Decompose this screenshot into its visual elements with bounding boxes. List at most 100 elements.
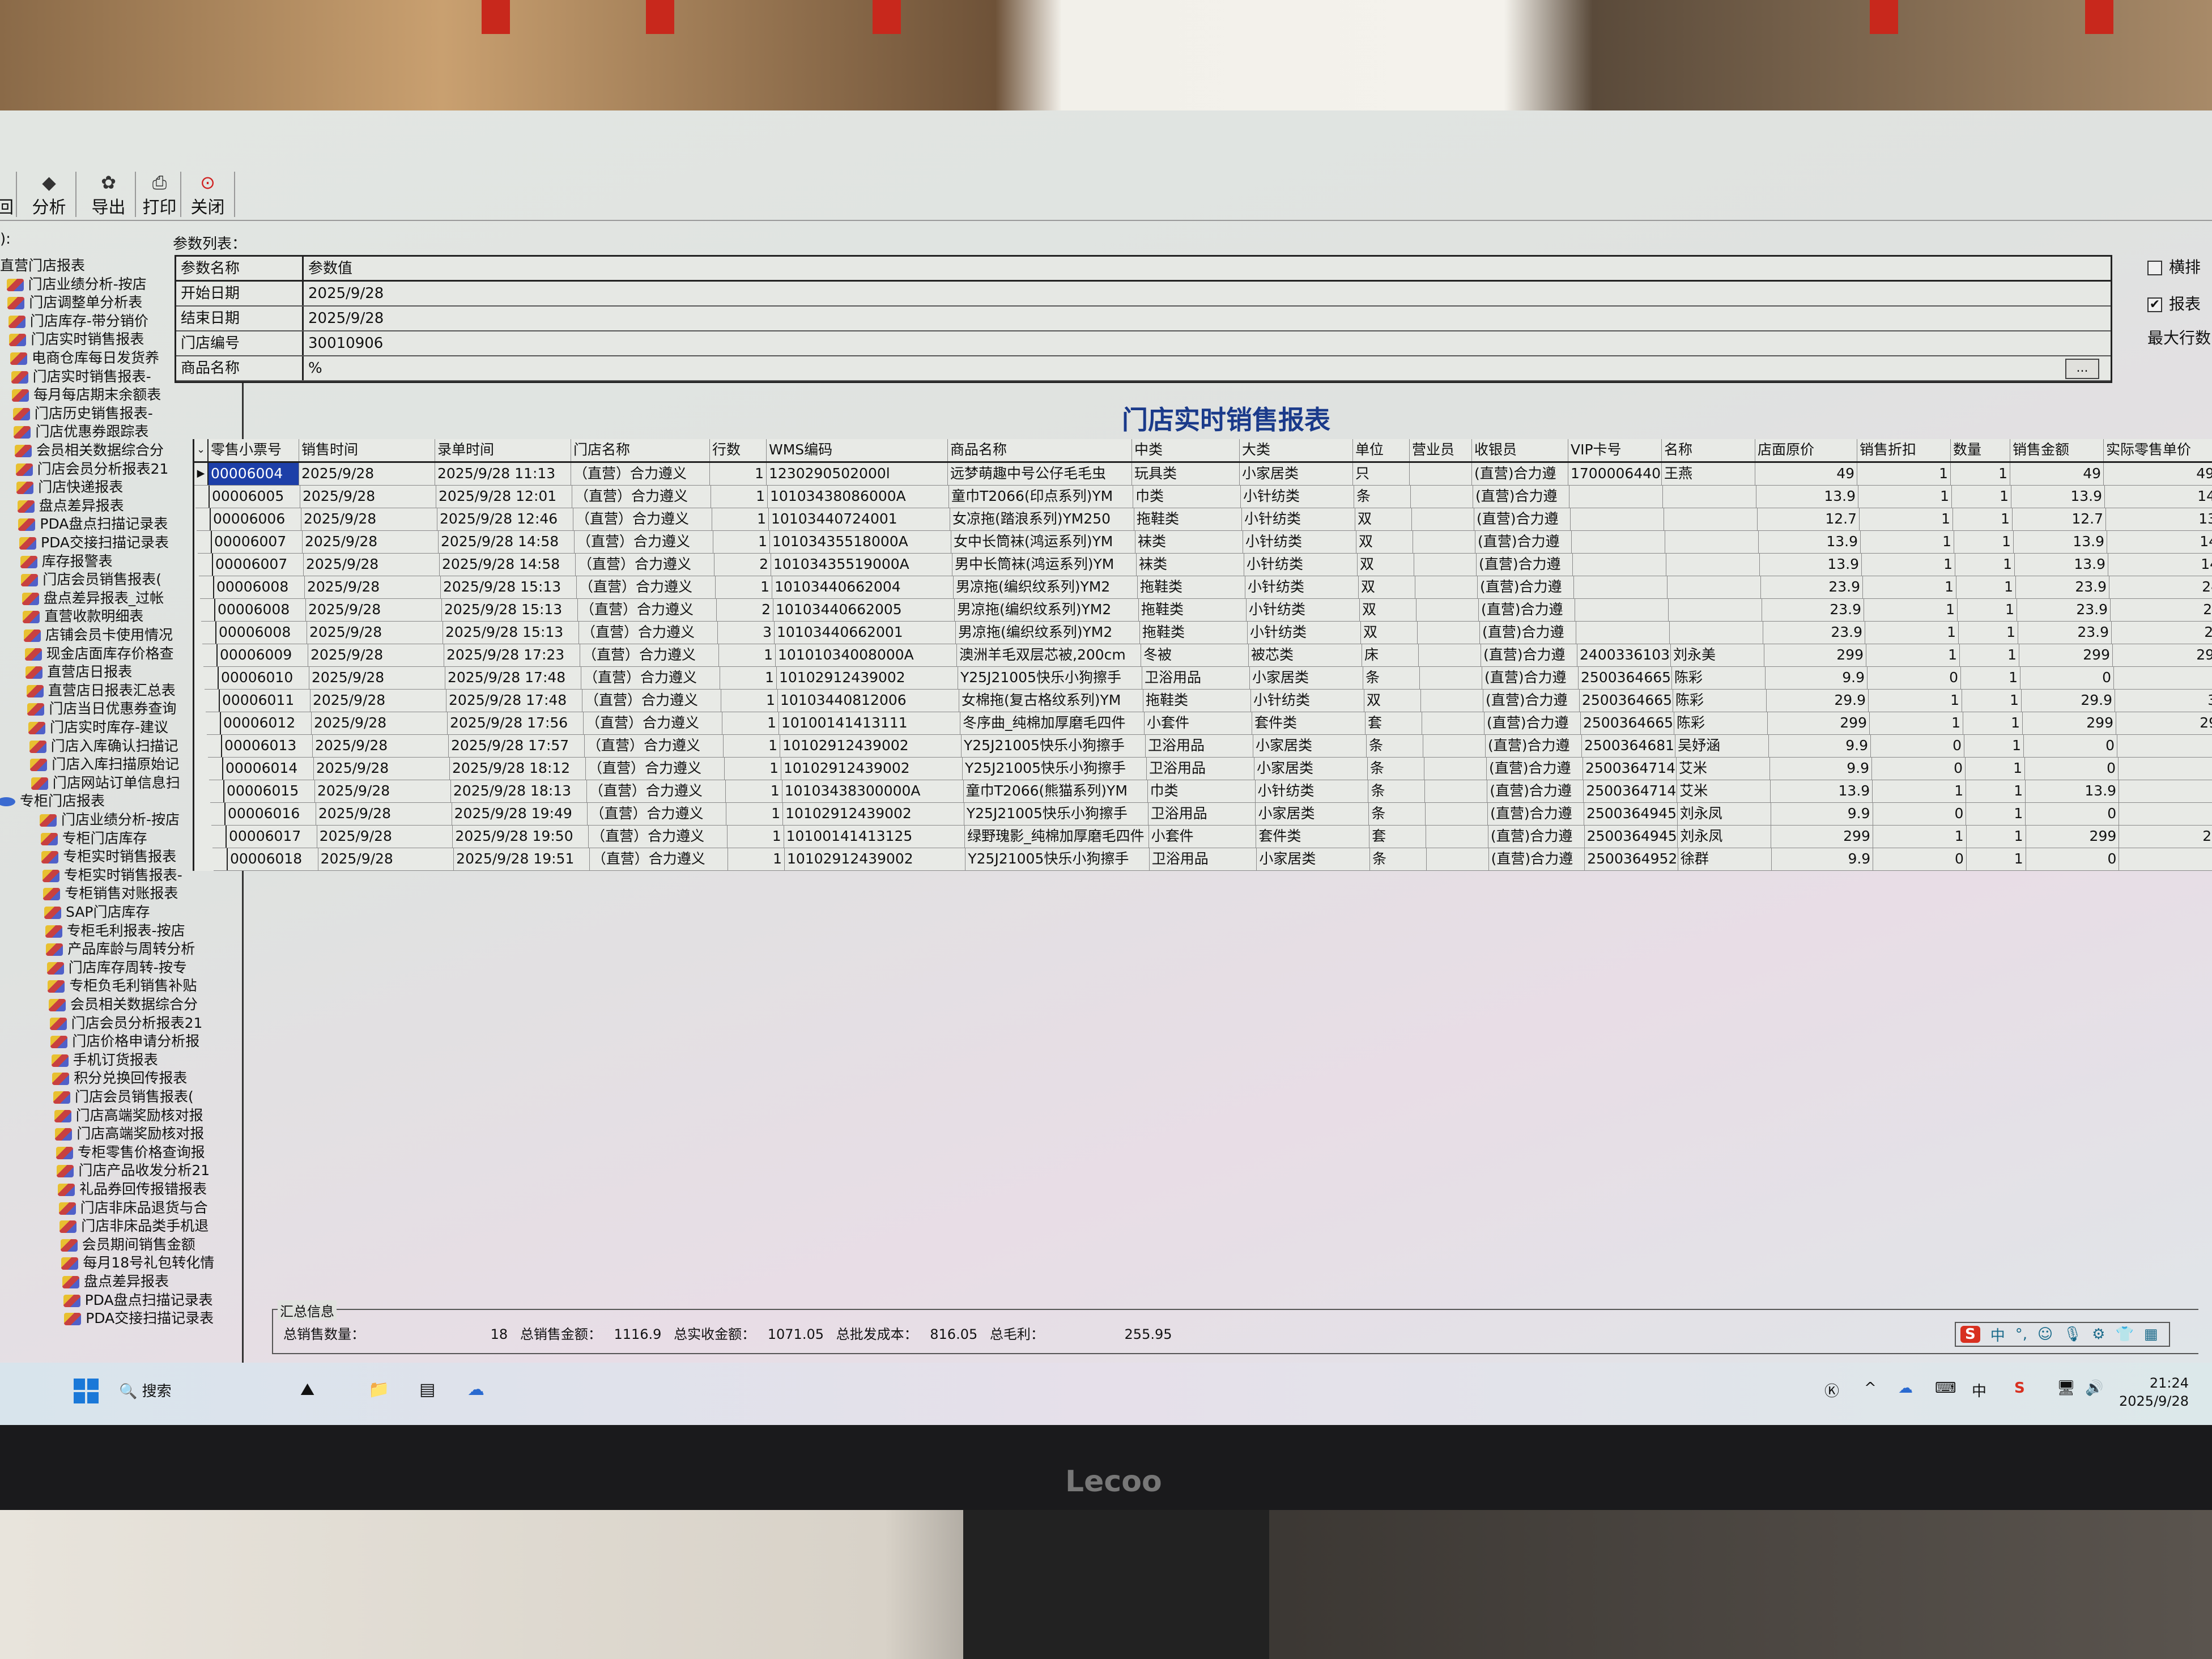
cell-中类[interactable]: 小套件 [1145, 712, 1252, 734]
cell-录单时间[interactable]: 2025/9/28 15:13 [441, 576, 577, 598]
cell-单位[interactable]: 条 [1363, 667, 1420, 689]
cell-销售时间[interactable]: 2025/9/28 [309, 667, 445, 689]
cell-商品名称[interactable]: 男中长筒袜(鸿运系列)YM [952, 554, 1137, 576]
toolbar-analyze-button[interactable]: ◆ 分析 [23, 172, 76, 218]
tree-item[interactable]: 门店网站订单信息扫 [31, 774, 180, 792]
cell-门店名称[interactable]: （直营）合力遵义 [578, 599, 717, 621]
column-header[interactable]: 数量 [1951, 439, 2010, 461]
cell-店面原价[interactable]: 9.9 [1771, 803, 1873, 825]
tray-network-icon[interactable]: 🖥 [2057, 1380, 2076, 1397]
cell-店面原价[interactable]: 12.7 [1758, 508, 1860, 530]
cell-实际零售单价[interactable]: 299 [2113, 644, 2212, 666]
cell-销售金额[interactable]: 0 [2026, 848, 2120, 870]
cell-收银员[interactable]: (直营)合力遵 [1477, 554, 1573, 576]
cell-门店名称[interactable]: （直营）合力遵义 [572, 486, 711, 508]
cell-WMS编码[interactable]: 10102912439002 [785, 848, 966, 870]
cell-收银员[interactable]: (直营)合力遵 [1482, 667, 1579, 689]
tree-item[interactable]: 电商仓库每日发货养 [10, 349, 159, 367]
cell-数量[interactable]: 1 [1960, 644, 2019, 666]
cell-收银员[interactable]: (直营)合力遵 [1488, 826, 1585, 848]
cell-销售折扣[interactable]: 1 [1858, 486, 1952, 508]
cell-单位[interactable]: 双 [1355, 508, 1412, 530]
tree-item[interactable]: 每月18号礼包转化情 [61, 1254, 214, 1272]
column-header[interactable]: 录单时间 [435, 439, 571, 461]
cell-WMS编码[interactable]: 10103435519000A [771, 554, 952, 576]
cell-名称[interactable]: 王燕 [1662, 463, 1755, 485]
cell-单位[interactable]: 条 [1368, 758, 1424, 780]
cell-营业员[interactable] [1426, 803, 1488, 825]
tree-item[interactable]: 盘点差异报表_过帐 [22, 589, 164, 607]
cell-VIP卡号[interactable]: 2500364665 [1579, 667, 1672, 689]
cell-销售时间[interactable]: 2025/9/28 [305, 576, 441, 598]
cell-数量[interactable]: 1 [1954, 531, 2014, 553]
cell-数量[interactable]: 1 [1967, 848, 2026, 870]
cell-营业员[interactable] [1415, 576, 1478, 598]
cell-店面原价[interactable]: 299 [1768, 712, 1870, 734]
param-value[interactable]: 2025/9/28 [308, 310, 384, 327]
cell-销售金额[interactable]: 29.9 [2022, 690, 2115, 712]
param-value[interactable]: 2025/9/28 [308, 285, 384, 302]
cell-名称[interactable] [1665, 531, 1759, 553]
cell-销售金额[interactable]: 13.9 [2015, 554, 2108, 576]
report-option[interactable]: ✔ 报表 [2147, 292, 2201, 314]
cell-VIP卡号[interactable] [1572, 531, 1665, 553]
cell-单位[interactable]: 双 [1359, 576, 1415, 598]
cell-实际零售单价[interactable]: 299 [2119, 826, 2212, 848]
column-header[interactable]: 销售时间 [299, 439, 435, 461]
tree-item[interactable]: PDA盘点扫描记录表 [18, 515, 168, 533]
table-row[interactable]: 00006010 2025/9/28 2025/9/28 17:48 （直营）合力遵义… [205, 667, 2212, 690]
cell-行数[interactable]: 1 [725, 758, 781, 780]
cell-VIP卡号[interactable]: 2500364665 [1580, 690, 1673, 712]
cell-中类[interactable]: 拖鞋类 [1140, 622, 1248, 644]
row-selector[interactable] [201, 599, 215, 621]
cell-数量[interactable]: 1 [1966, 803, 2026, 825]
cell-门店名称[interactable]: （直营）合力遵义 [575, 531, 713, 553]
cell-营业员[interactable] [1414, 554, 1477, 576]
column-header[interactable]: 中类 [1132, 439, 1240, 461]
cell-销售时间[interactable]: 2025/9/28 [315, 780, 451, 802]
cell-中类[interactable]: 玩具类 [1132, 463, 1240, 485]
cell-商品名称[interactable]: Y25J21005快乐小狗擦手 [962, 735, 1146, 757]
tray-k-icon[interactable]: Ⓚ [1824, 1383, 1840, 1400]
tree-group[interactable]: 直营门店报表 [0, 257, 85, 275]
cell-营业员[interactable] [1420, 667, 1482, 689]
column-header[interactable]: 大类 [1240, 439, 1353, 461]
cell-营业员[interactable] [1422, 712, 1484, 734]
cell-零售小票号[interactable]: 00006012 [221, 712, 312, 734]
cell-销售金额[interactable]: 299 [2026, 826, 2120, 848]
cell-行数[interactable]: 1 [713, 531, 770, 553]
cell-单位[interactable]: 床 [1362, 644, 1419, 666]
cell-录单时间[interactable]: 2025/9/28 11:13 [435, 463, 571, 485]
cell-单位[interactable]: 双 [1361, 622, 1418, 644]
cell-零售小票号[interactable]: 00006008 [214, 576, 305, 598]
cell-店面原价[interactable]: 13.9 [1759, 531, 1861, 553]
cell-销售金额[interactable]: 13.9 [2026, 780, 2120, 802]
cell-中类[interactable]: 拖鞋类 [1143, 690, 1251, 712]
column-header[interactable]: 店面原价 [1755, 439, 1857, 461]
tray-chevron-up-icon[interactable]: ^ [1864, 1380, 1877, 1397]
table-row[interactable]: 00006008 2025/9/28 2025/9/28 15:13 （直营）合力遵义… [202, 622, 2212, 644]
row-selector[interactable] [198, 531, 212, 553]
tree-item[interactable]: 专柜负毛利销售补贴 [48, 977, 197, 995]
tree-item[interactable]: PDA盘点扫描记录表 [63, 1291, 213, 1309]
cell-收银员[interactable]: (直营)合力遵 [1474, 508, 1571, 530]
cell-实际零售单价[interactable]: 24 [2111, 599, 2212, 621]
cell-店面原价[interactable]: 9.9 [1766, 667, 1868, 689]
cell-商品名称[interactable]: 童巾T2066(熊猫系列)YM [964, 780, 1148, 802]
cell-WMS编码[interactable]: 10103440662005 [773, 599, 955, 621]
row-selector[interactable] [212, 826, 227, 848]
cell-WMS编码[interactable]: 10100141413111 [779, 712, 960, 734]
tree-item[interactable]: 积分兑换回传报表 [52, 1069, 187, 1087]
cell-销售折扣[interactable]: 1 [1870, 712, 1963, 734]
cell-大类[interactable]: 小家居类 [1240, 463, 1353, 485]
table-row[interactable]: ▶ 00006004 2025/9/28 2025/9/28 11:13 （直营）合力遵… [194, 463, 2212, 486]
cell-销售时间[interactable]: 2025/9/28 [316, 803, 452, 825]
cell-行数[interactable]: 1 [712, 508, 769, 530]
cell-店面原价[interactable]: 9.9 [1772, 848, 1874, 870]
cell-大类[interactable]: 小针纺类 [1256, 780, 1369, 802]
cell-实际零售单价[interactable]: 0 [2119, 803, 2212, 825]
cell-录单时间[interactable]: 2025/9/28 17:48 [446, 690, 582, 712]
cell-VIP卡号[interactable]: 2500364714 [1583, 758, 1677, 780]
tree-item[interactable]: 门店非床品退货与合 [58, 1199, 208, 1217]
cell-收银员[interactable]: (直营)合力遵 [1489, 848, 1585, 870]
